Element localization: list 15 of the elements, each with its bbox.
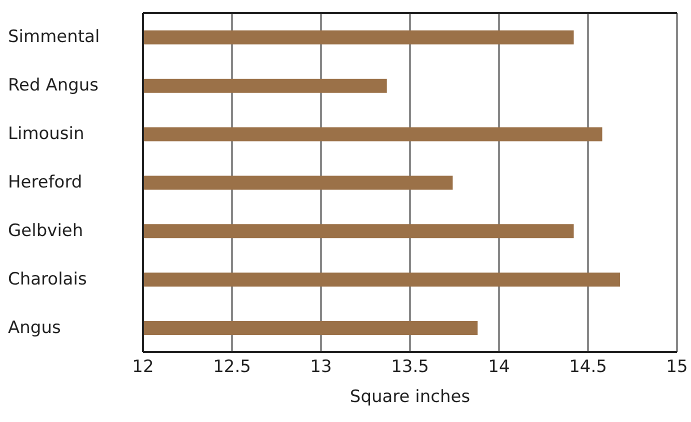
x-tick-label: 14 xyxy=(488,357,510,378)
y-tick-label: Red Angus xyxy=(8,76,99,96)
y-tick-label: Gelbvieh xyxy=(8,220,84,241)
x-tick-label: 12 xyxy=(132,357,154,378)
y-tick-label: Angus xyxy=(8,318,61,338)
y-tick-label: Simmental xyxy=(8,27,100,48)
y-tick-label: Hereford xyxy=(8,172,82,192)
x-axis-title: Square inches xyxy=(350,387,470,407)
x-tick-label: 12.5 xyxy=(213,357,251,378)
y-tick-label: Charolais xyxy=(8,269,87,290)
x-tick-label: 14.5 xyxy=(569,357,607,378)
x-tick-label: 15 xyxy=(666,357,688,378)
y-tick-label: Limousin xyxy=(8,124,84,144)
x-tick-label: 13 xyxy=(310,357,332,378)
x-tick-label: 13.5 xyxy=(391,357,429,378)
